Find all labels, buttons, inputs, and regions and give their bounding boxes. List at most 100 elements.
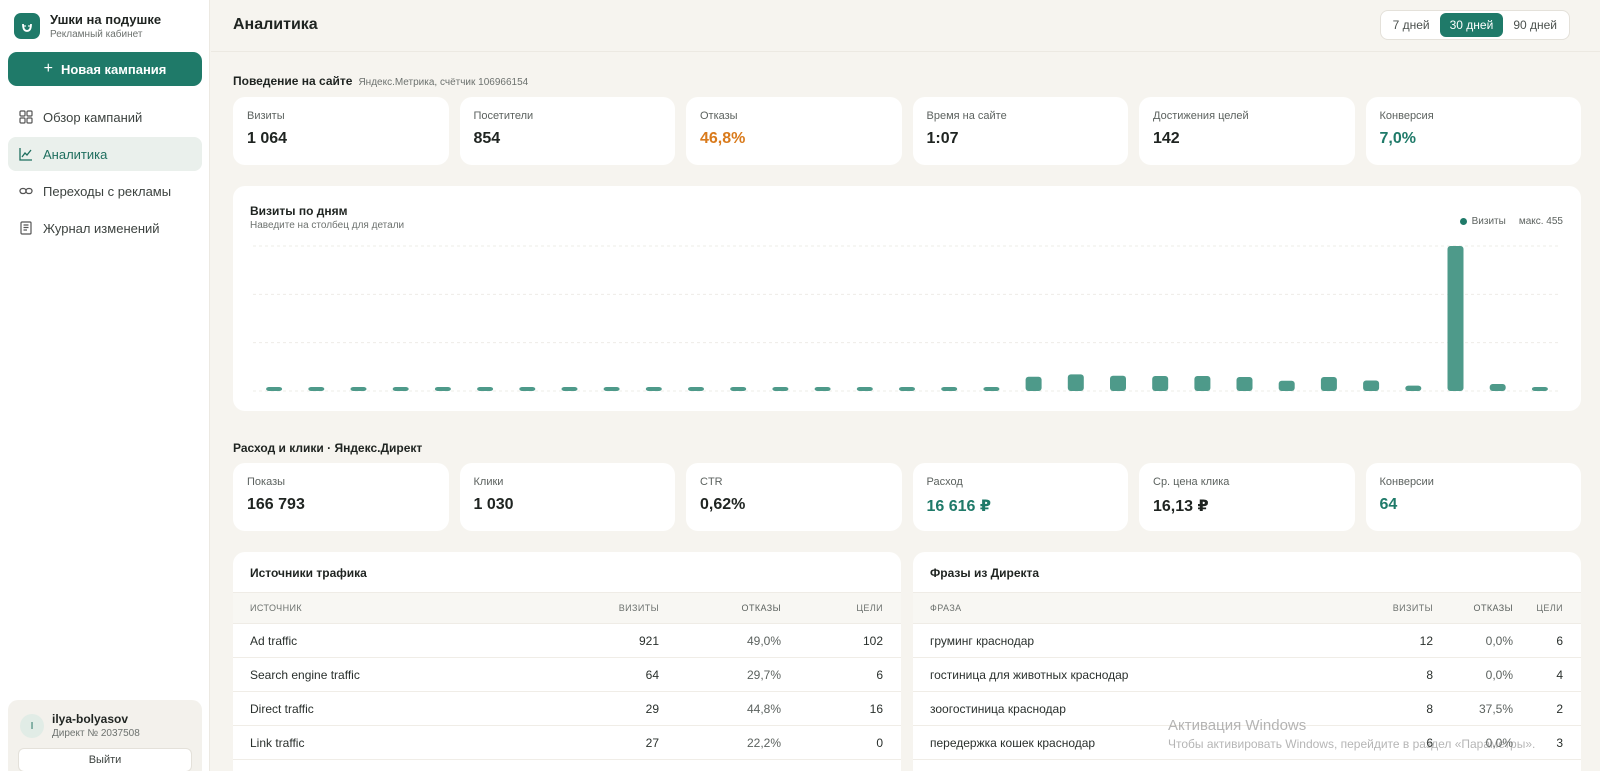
cell-source: Direct traffic xyxy=(250,701,314,716)
period-30-days-button[interactable]: 30 дней xyxy=(1439,13,1504,37)
chart-bar[interactable] xyxy=(477,387,494,391)
sidebar-item-overview[interactable]: Обзор кампаний xyxy=(8,100,202,134)
brand-subtitle: Рекламный кабинет xyxy=(50,29,143,40)
kpi-impressions: Показы 166 793 xyxy=(233,463,449,531)
kpi-value: 142 xyxy=(1153,130,1180,147)
chart-bar[interactable] xyxy=(350,387,367,391)
cell-goals: 102 xyxy=(862,633,883,648)
chart-bar[interactable] xyxy=(1110,375,1126,391)
table-row[interactable]: Ad traffic 921 49,0% 102 xyxy=(233,624,901,658)
kpi-label: Конверсия xyxy=(1379,110,1434,122)
table-row[interactable]: Direct traffic 29 44,8% 16 xyxy=(233,692,901,726)
col-goals[interactable]: Цели xyxy=(1536,603,1563,613)
kpi-conversions: Конверсии 64 xyxy=(1365,463,1581,531)
visits-bar-chart xyxy=(253,245,1561,392)
chart-bar[interactable] xyxy=(519,387,536,391)
chart-bar[interactable] xyxy=(645,387,662,391)
journal-icon xyxy=(19,221,33,235)
kpi-spend: Расход 16 616 ₽ xyxy=(912,463,1128,531)
chart-bar[interactable] xyxy=(856,387,873,391)
kpi-value: 16 616 ₽ xyxy=(926,498,992,515)
table-row[interactable]: Search engine traffic 64 29,7% 6 xyxy=(233,658,901,692)
cell-visits: 64 xyxy=(645,667,659,682)
col-bounces[interactable]: Отказы xyxy=(741,603,781,613)
sidebar-item-changelog[interactable]: Журнал изменений xyxy=(8,211,202,245)
chart-bar[interactable] xyxy=(434,387,451,391)
chart-bar[interactable] xyxy=(772,387,789,391)
table-row[interactable]: зоогостиница краснодар 8 37,5% 2 xyxy=(913,692,1581,726)
chart-bar[interactable] xyxy=(1405,385,1422,391)
chart-bar[interactable] xyxy=(983,387,1000,391)
table-row[interactable]: гостиница для животных краснодар 8 0,0% 4 xyxy=(913,658,1581,692)
table-row[interactable]: передержка кошек краснодар 6 0,0% 3 xyxy=(913,726,1581,760)
cell-goals: 4 xyxy=(1556,667,1563,682)
chart-bar[interactable] xyxy=(899,387,915,391)
chart-bar[interactable] xyxy=(1278,380,1295,391)
period-90-days-button[interactable]: 90 дней xyxy=(1513,18,1557,32)
cell-phrase: груминг краснодар xyxy=(930,633,1035,648)
chart-bar[interactable] xyxy=(814,387,831,391)
kpi-value: 46,8% xyxy=(700,130,746,147)
chart-bar[interactable] xyxy=(1194,376,1211,391)
period-7-days-button[interactable]: 7 дней xyxy=(1392,18,1430,32)
chart-bar[interactable] xyxy=(266,387,283,391)
kpi-label: Показы xyxy=(247,476,286,488)
traffic-sources-card: Источники трафика Источник Визиты Отказы… xyxy=(233,552,901,771)
chart-bar[interactable] xyxy=(1236,377,1253,391)
kpi-conversion: Конверсия 7,0% xyxy=(1365,97,1581,165)
cell-visits: 6 xyxy=(1426,735,1433,750)
sources-title: Источники трафика xyxy=(250,566,367,580)
cell-goals: 6 xyxy=(876,667,883,682)
col-goals[interactable]: Цели xyxy=(856,603,883,613)
col-visits[interactable]: Визиты xyxy=(618,603,659,613)
col-phrase[interactable]: Фраза xyxy=(930,603,962,613)
table-row[interactable]: Link traffic 27 22,2% 0 xyxy=(233,726,901,760)
kpi-goals: Достижения целей 142 xyxy=(1139,97,1355,165)
kpi-label: Достижения целей xyxy=(1153,110,1249,122)
cell-phrase: передержка кошек краснодар xyxy=(930,735,1096,750)
col-source[interactable]: Источник xyxy=(250,603,302,613)
sources-table-header: Источник Визиты Отказы Цели xyxy=(233,592,901,624)
chart-bar[interactable] xyxy=(730,387,747,391)
sidebar-nav: Обзор кампаний Аналитика Переходы с рекл… xyxy=(8,100,202,248)
chart-bar[interactable] xyxy=(561,387,578,391)
cell-source: Ad traffic xyxy=(250,633,298,648)
col-visits[interactable]: Визиты xyxy=(1392,603,1433,613)
kpi-label: Расход xyxy=(926,476,963,488)
cell-source: Search engine traffic xyxy=(250,667,360,682)
chart-bar[interactable] xyxy=(1489,384,1506,391)
kpi-value: 16,13 ₽ xyxy=(1153,498,1209,515)
brand[interactable]: Ушки на подушке Рекламный кабинет xyxy=(14,12,161,40)
chart-bar[interactable] xyxy=(603,387,620,391)
cell-visits: 8 xyxy=(1426,701,1433,716)
chart-bar[interactable] xyxy=(941,387,958,391)
chart-bar[interactable] xyxy=(308,387,325,391)
chart-bar[interactable] xyxy=(1320,377,1337,391)
sidebar-item-analytics[interactable]: Аналитика xyxy=(8,137,202,171)
new-campaign-button[interactable]: + Новая кампания xyxy=(8,52,202,86)
behavior-title: Поведение на сайте xyxy=(233,74,353,88)
chart-bar[interactable] xyxy=(1447,246,1464,391)
user-account: Директ № 2037508 xyxy=(52,728,140,739)
col-bounces[interactable]: Отказы xyxy=(1473,603,1513,613)
logout-button[interactable]: Выйти xyxy=(18,748,192,771)
avatar: I xyxy=(20,714,44,738)
chart-bar[interactable] xyxy=(1025,376,1042,391)
chart-bar[interactable] xyxy=(392,387,409,391)
chart-bar[interactable] xyxy=(688,387,704,391)
topbar: Аналитика 7 дней 30 дней 90 дней xyxy=(211,0,1600,52)
kpi-value: 1:07 xyxy=(926,130,959,147)
cell-visits: 27 xyxy=(645,735,659,750)
chart-legend: Визиты макс. 455 xyxy=(1459,216,1563,227)
chart-bar[interactable] xyxy=(1067,374,1084,391)
cell-goals: 2 xyxy=(1556,701,1563,716)
sidebar-item-ad-clicks[interactable]: Переходы с рекламы xyxy=(8,174,202,208)
kpi-value: 1 030 xyxy=(473,496,514,513)
chart-bar[interactable] xyxy=(1152,376,1169,391)
kpi-visitors: Посетители 854 xyxy=(459,97,675,165)
chart-line-icon xyxy=(19,147,33,161)
cell-bounces: 0,0% xyxy=(1485,735,1513,750)
chart-bar[interactable] xyxy=(1363,380,1380,392)
table-row[interactable]: груминг краснодар 12 0,0% 6 xyxy=(913,624,1581,658)
chart-bar[interactable] xyxy=(1531,387,1548,391)
